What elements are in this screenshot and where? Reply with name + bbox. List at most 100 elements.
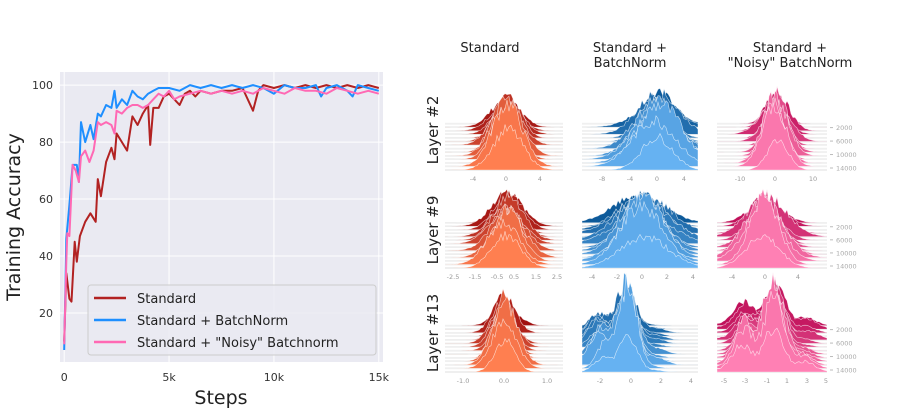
ridge-panel: -4 0 4 2000 6000 10000 14000 — [716, 188, 857, 281]
series-lines — [63, 84, 380, 351]
row-label: Layer #9 — [424, 196, 442, 265]
ridge-x-tick-label: 1.5 — [531, 273, 541, 281]
legend: Standard Standard + BatchNorm Standard +… — [87, 284, 377, 356]
ridge-density — [716, 234, 827, 269]
ridge-y-tick-label: 6000 — [836, 236, 853, 244]
ridge-x-tick-label: -1.5 — [469, 273, 482, 281]
y-tick-label: 80 — [39, 136, 53, 149]
ridge-density — [581, 200, 699, 265]
ridge-y-tick-label: 2000 — [836, 124, 853, 132]
ridge-x-tick-label: -1.0 — [457, 377, 470, 385]
ridge-density — [445, 337, 563, 373]
x-tick-label: 15k — [369, 371, 390, 384]
ridge-x-tick-label: 10 — [809, 175, 817, 183]
ridge-x-tick-label: 0.5 — [509, 273, 519, 281]
ridge-x-tick-label: -2 — [614, 273, 620, 281]
y-axis-label: Training Accuracy — [3, 133, 25, 302]
ridge-x-tick-label: 2 — [659, 377, 663, 385]
series-line-batchnorm — [63, 84, 380, 351]
ridge-density — [582, 132, 699, 171]
ridge-panel: -10 0 10 2000 6000 10000 14000 — [716, 86, 857, 183]
ridge-x-tick-label: -0.5 — [491, 273, 504, 281]
ridge-y-tick-label: 10000 — [836, 249, 857, 257]
ridge-x-tick-label: 4 — [538, 175, 542, 183]
grid — [60, 72, 383, 362]
series-line-noisy-batchnorm — [63, 87, 380, 345]
ridge-x-tick-label: -2 — [597, 377, 603, 385]
ridge-density — [445, 231, 563, 269]
column-title-line: Standard + — [593, 41, 667, 56]
ridge-x-tick-label: -4 — [627, 175, 633, 183]
ridge-x-tick-label: 0 — [640, 273, 644, 281]
ridge-x-tick-label: -1 — [764, 377, 770, 385]
ridge-density — [716, 101, 828, 167]
ridge-panel: -5 -3 -1 1 3 5 2000 6000 10000 14000 — [716, 272, 857, 385]
ridge-panel: -8 -4 0 4 — [581, 87, 699, 183]
column-title-line: BatchNorm — [594, 56, 667, 71]
ridge-x-tick-label: 4 — [691, 273, 695, 281]
ridge-y-tick-label: 14000 — [836, 263, 857, 271]
column-title: Standard + BatchNorm — [593, 41, 667, 71]
ridge-x-tick-label: -3 — [742, 377, 748, 385]
ridge-y-tick-label: 2000 — [836, 223, 853, 231]
ridge-x-tick-label: 4 — [689, 377, 693, 385]
ridge-x-tick-label: 4 — [682, 175, 686, 183]
ridge-x-tick-label: -4 — [729, 273, 735, 281]
x-axis-label: Steps — [194, 387, 247, 409]
ridge-x-tick-label: -8 — [599, 175, 605, 183]
legend-box — [87, 284, 377, 356]
ridge-x-tick-label: -4 — [470, 175, 476, 183]
axis-ticks: 0 5k 10k 15k 20 40 60 80 100 — [32, 79, 390, 384]
legend-label-batchnorm: Standard + BatchNorm — [137, 314, 288, 329]
ridge-y-tick-label: 6000 — [836, 138, 853, 146]
ridge-x-tick-label: 3 — [805, 377, 809, 385]
ridge-density — [716, 327, 828, 373]
column-title: Standard + "Noisy" BatchNorm — [728, 41, 853, 71]
ridge-x-tick-label: 1.0 — [542, 377, 552, 385]
ridge-x-tick-label: 4 — [796, 273, 800, 281]
y-tick-label: 100 — [32, 79, 53, 92]
ridge-x-tick-label: -2.5 — [447, 273, 460, 281]
column-title: Standard — [460, 41, 519, 56]
ridge-x-tick-label: 0 — [773, 175, 777, 183]
ridge-x-tick-label: -4 — [589, 273, 595, 281]
ridge-density — [445, 124, 564, 171]
ridge-y-tick-label: 6000 — [836, 340, 853, 348]
ridge-density — [581, 272, 699, 369]
ridge-panel: -4 -2 0 2 4 — [581, 189, 699, 281]
ridge-x-tick-label: 0 — [504, 175, 508, 183]
ridge-panel: -4 0 4 — [444, 93, 564, 183]
column-title-line: Standard + — [753, 41, 827, 56]
ridge-x-tick-label: -5 — [721, 377, 727, 385]
column-title-line: "Noisy" BatchNorm — [728, 56, 853, 71]
ridge-panel: -2 0 2 4 — [581, 272, 699, 385]
x-tick-label: 0 — [61, 371, 68, 384]
x-tick-label: 5k — [162, 371, 176, 384]
row-label: Layer #2 — [424, 96, 442, 165]
y-tick-label: 40 — [39, 250, 53, 263]
ridge-x-tick-label: 2.5 — [552, 273, 562, 281]
ridge-x-tick-label: 1 — [785, 377, 789, 385]
ridge-density — [717, 139, 827, 171]
ridge-density — [581, 333, 698, 373]
ridge-y-tick-label: 2000 — [836, 326, 853, 334]
legend-label-standard: Standard — [137, 292, 196, 307]
ridge-x-tick-label: 0 — [629, 377, 633, 385]
y-tick-label: 60 — [39, 193, 53, 206]
y-tick-label: 20 — [39, 307, 53, 320]
row-label: Layer #13 — [424, 294, 442, 372]
ridge-x-tick-label: 5 — [824, 377, 828, 385]
ridge-y-tick-label: 14000 — [836, 165, 857, 173]
ridge-y-tick-label: 10000 — [836, 151, 857, 159]
ridge-panel: -2.5 -1.5 -0.5 0.5 1.5 2.5 — [444, 188, 564, 281]
ridge-x-tick-label: 0 — [655, 175, 659, 183]
ridge-density — [716, 188, 828, 265]
ridge-panel: -1.0 0.0 1.0 — [444, 287, 564, 385]
ridge-x-tick-label: 2 — [665, 273, 669, 281]
ridge-density — [581, 233, 699, 269]
ridge-x-tick-label: 0.0 — [499, 377, 509, 385]
ridge-x-tick-label: 0 — [763, 273, 767, 281]
legend-label-noisy: Standard + "Noisy" Batchnorm — [137, 336, 339, 351]
